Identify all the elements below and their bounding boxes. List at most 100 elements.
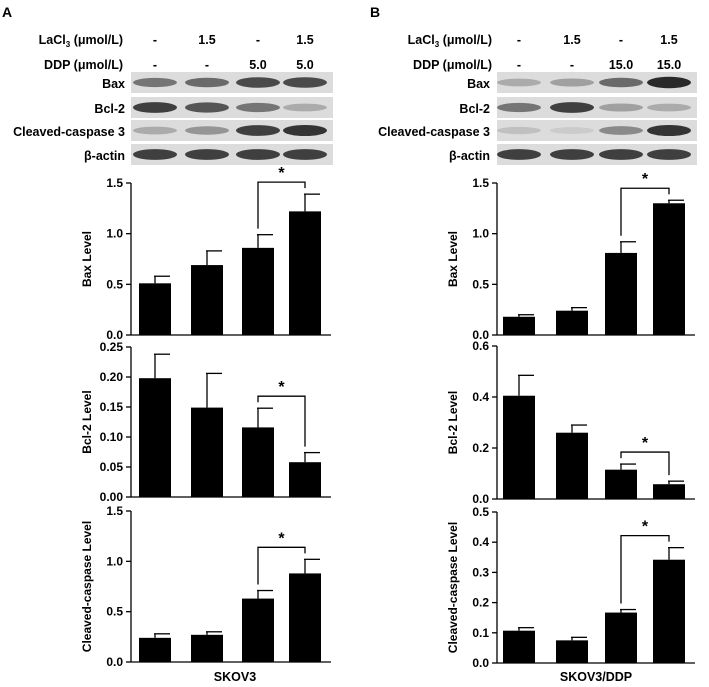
bar xyxy=(242,598,274,662)
y-tick-label: 1.5 xyxy=(106,504,123,518)
bar-chart-a-1: 0.0 0.5 1.0 1.5 Bax Level * xyxy=(80,165,331,342)
blot-band xyxy=(550,78,594,87)
bar xyxy=(191,634,223,662)
bar xyxy=(289,573,321,662)
y-tick-label: 1.5 xyxy=(472,176,489,190)
blot-band xyxy=(647,76,691,89)
panel-letter-b: B xyxy=(370,4,380,20)
treatment-label-ddp-b: DDP (μmol/L) xyxy=(413,58,492,72)
y-tick-label: 0.5 xyxy=(106,277,123,291)
blot-band xyxy=(497,149,541,160)
blot-band xyxy=(647,103,691,112)
blot-band xyxy=(283,149,327,160)
y-tick-label: 1.0 xyxy=(472,227,489,241)
ddp-dose-b-2: - xyxy=(570,58,574,72)
lacl3-dose-b-1: - xyxy=(517,33,521,47)
blot-band xyxy=(497,102,541,113)
y-tick-label: 0.3 xyxy=(472,565,489,579)
treatment-label-lacl3-b: LaCl3 (μmol/L) xyxy=(408,33,492,49)
bar xyxy=(139,637,171,662)
blot-band xyxy=(550,127,594,134)
ddp-dose-b-1: - xyxy=(517,58,521,72)
y-tick-label: 0.4 xyxy=(472,535,489,549)
ddp-dose-a-2: - xyxy=(205,58,209,72)
ddp-dose-b-4: 15.0 xyxy=(657,58,681,72)
blot-band xyxy=(185,126,229,135)
blot-band xyxy=(185,77,229,88)
y-axis-label: Cleaved-caspase Level xyxy=(446,522,460,653)
ddp-dose-a-3: 5.0 xyxy=(249,58,266,72)
blot-band xyxy=(133,102,177,113)
bar xyxy=(556,310,588,335)
bar xyxy=(139,283,171,335)
x-label-skov3-ddp: SKOV3/DDP xyxy=(560,670,632,684)
bar xyxy=(605,252,637,335)
significance-bracket xyxy=(620,451,670,476)
y-tick-label: 0.0 xyxy=(472,492,489,506)
bar-chart-a-2: 0.00 0.05 0.10 0.15 0.20 0.25 Bcl-2 Level * xyxy=(80,340,331,504)
lacl3-dose-a-1: - xyxy=(153,33,157,47)
significance-bracket xyxy=(620,187,670,236)
bar xyxy=(242,247,274,335)
significance-star: * xyxy=(642,435,649,452)
y-tick-label: 0.4 xyxy=(472,390,489,404)
ddp-dose-b-3: 15.0 xyxy=(609,58,633,72)
blot-band xyxy=(133,77,177,88)
blot-strip-background xyxy=(131,97,333,118)
blot-strip-background xyxy=(497,144,697,165)
bar-chart-a-3: 0.0 0.5 1.0 1.5 Cleaved-caspase Level * xyxy=(80,504,331,669)
blot-band xyxy=(236,125,280,136)
blot-label-bax-a: Bax xyxy=(102,77,125,91)
blot-band xyxy=(185,102,229,113)
blot-band xyxy=(497,126,541,135)
blot-band xyxy=(497,78,541,87)
blot-band xyxy=(236,149,280,160)
ddp-dose-a-4: 5.0 xyxy=(296,58,313,72)
blot-strip-background xyxy=(497,72,697,93)
y-tick-label: 0.20 xyxy=(100,370,124,384)
y-tick-label: 0.1 xyxy=(472,626,489,640)
blot-band xyxy=(599,103,643,112)
y-tick-label: 0.10 xyxy=(100,430,124,444)
blot-strip-background xyxy=(131,72,333,93)
significance-bracket xyxy=(257,395,306,447)
blot-band xyxy=(236,77,280,88)
bar xyxy=(653,203,685,335)
bar xyxy=(191,407,223,497)
significance-star: * xyxy=(278,165,285,182)
y-tick-label: 0.5 xyxy=(106,605,123,619)
bar xyxy=(503,316,535,335)
bar xyxy=(191,265,223,335)
y-axis-label: Bax Level xyxy=(80,231,94,287)
bar-chart-b-1: 0.0 0.5 1.0 1.5 Bax Level * xyxy=(446,171,695,342)
y-tick-label: 0.05 xyxy=(100,460,124,474)
bar xyxy=(503,630,535,663)
lacl3-dose-b-3: - xyxy=(619,33,623,47)
y-axis-label: Bcl-2 Level xyxy=(80,390,94,453)
y-axis-label: Bcl-2 Level xyxy=(446,391,460,454)
blot-band xyxy=(283,103,327,112)
blot-band xyxy=(550,102,594,113)
blot-label-actin-b: β-actin xyxy=(449,149,490,163)
bar-chart-b-2: 0.0 0.2 0.4 0.6 Bcl-2 Level * xyxy=(446,339,695,506)
y-tick-label: 0.0 xyxy=(472,328,489,342)
y-tick-label: 1.5 xyxy=(106,176,123,190)
lacl3-dose-b-4: 1.5 xyxy=(660,33,677,47)
blot-strip-background xyxy=(131,144,333,165)
blot-band xyxy=(283,124,327,137)
y-tick-label: 0.6 xyxy=(472,339,489,353)
treatment-label-ddp-a: DDP (μmol/L) xyxy=(44,58,123,72)
blot-band xyxy=(647,124,691,137)
blot-band xyxy=(133,126,177,135)
bar xyxy=(139,378,171,497)
blot-band xyxy=(236,102,280,113)
blot-band xyxy=(599,149,643,160)
western-blot-strips-b xyxy=(497,72,697,165)
blot-band xyxy=(550,149,594,160)
x-label-skov3: SKOV3 xyxy=(214,670,256,684)
lacl3-dose-b-2: 1.5 xyxy=(563,33,580,47)
blot-band xyxy=(133,149,177,160)
panel-letter-a: A xyxy=(2,4,12,20)
